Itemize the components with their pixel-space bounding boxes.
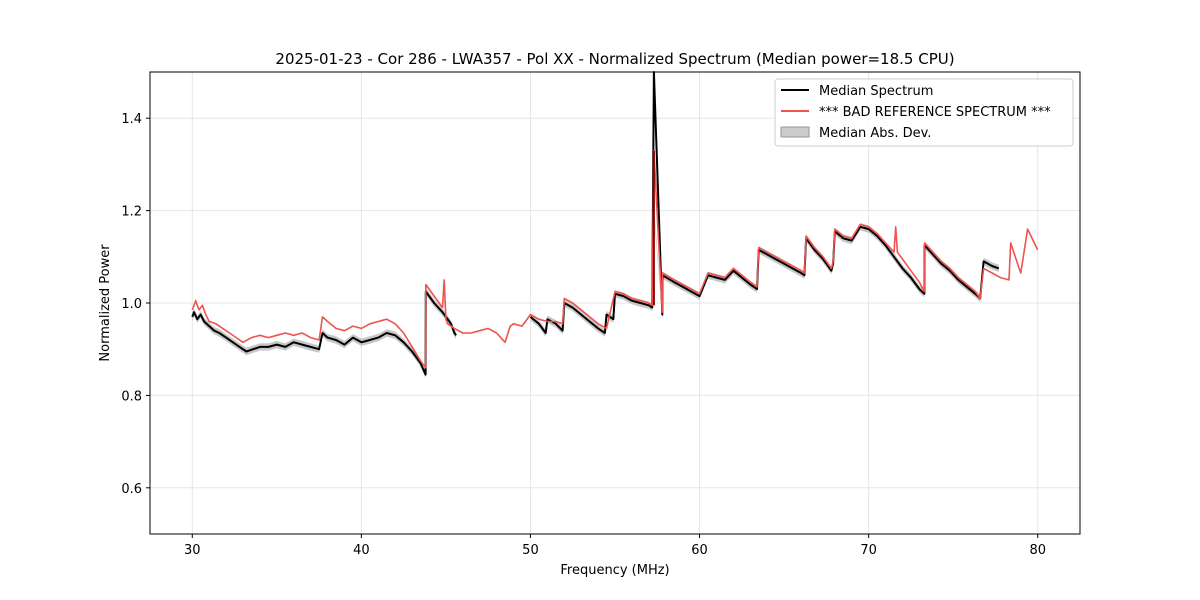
legend-mad-label: Median Abs. Dev. xyxy=(819,126,931,141)
y-tick-label: 1.0 xyxy=(121,297,142,312)
x-tick-label: 50 xyxy=(522,543,539,558)
x-tick-label: 80 xyxy=(1029,543,1046,558)
median-spectrum-line-low xyxy=(191,290,457,376)
y-tick-label: 0.8 xyxy=(121,389,142,404)
legend-box xyxy=(774,78,1074,147)
x-tick-label: 40 xyxy=(353,543,370,558)
mad-band-low xyxy=(192,287,457,379)
legend-mad-swatch xyxy=(780,126,810,138)
reference-spectrum-line xyxy=(191,149,1039,369)
x-axis-label: Frequency (MHz) xyxy=(560,563,669,578)
y-axis-label: Normalized Power xyxy=(98,244,113,362)
chart-title: 2025-01-23 - Cor 286 - LWA357 - Pol XX -… xyxy=(275,50,954,68)
y-tick-label: 1.2 xyxy=(121,205,142,220)
legend-median-label: Median Spectrum xyxy=(819,84,933,99)
x-tick-label: 70 xyxy=(860,543,877,558)
legend-reference-label: *** BAD REFERENCE SPECTRUM *** xyxy=(819,105,1051,120)
series-lines xyxy=(191,71,1039,376)
y-tick-label: 0.6 xyxy=(121,482,142,497)
x-axis-ticks: 30 40 50 60 70 80 xyxy=(184,534,1046,558)
legend: Median Spectrum *** BAD REFERENCE SPECTR… xyxy=(774,78,1074,147)
y-axis-ticks: 0.6 0.8 1.0 1.2 1.4 xyxy=(121,112,150,497)
x-tick-label: 60 xyxy=(691,543,708,558)
y-tick-label: 1.4 xyxy=(121,112,142,127)
x-tick-label: 30 xyxy=(184,543,201,558)
